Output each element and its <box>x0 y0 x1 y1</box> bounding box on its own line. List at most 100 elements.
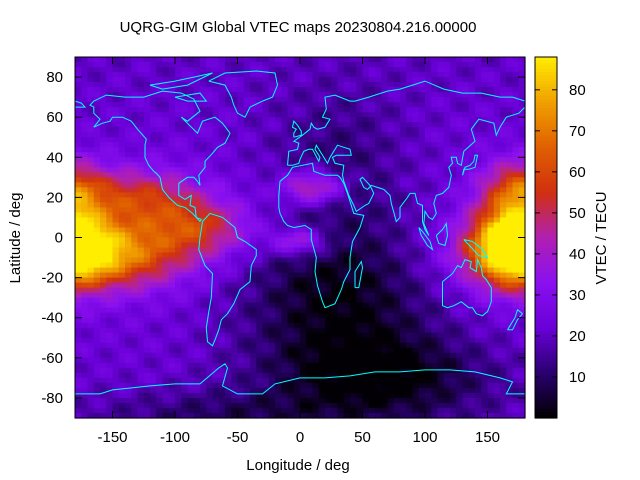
heatmap-cell <box>287 117 295 123</box>
heatmap-cell <box>187 132 195 138</box>
heatmap-cell <box>443 202 451 209</box>
heatmap-cell <box>225 237 232 244</box>
heatmap-cell <box>481 297 489 304</box>
heatmap-cell <box>175 287 182 294</box>
heatmap-cell <box>418 177 426 183</box>
heatmap-cell <box>362 157 370 163</box>
heatmap-cell <box>462 277 470 284</box>
heatmap-cell <box>312 77 320 83</box>
heatmap-cell <box>368 102 376 108</box>
heatmap-cell <box>518 347 526 354</box>
heatmap-cell <box>337 117 345 123</box>
heatmap-cell <box>193 227 201 234</box>
heatmap-cell <box>387 352 395 359</box>
heatmap-cell <box>118 157 126 163</box>
heatmap-cell <box>112 197 120 203</box>
heatmap-cell <box>443 387 451 394</box>
heatmap-cell <box>331 382 339 389</box>
heatmap-cell <box>137 177 145 183</box>
heatmap-cell <box>312 377 320 384</box>
heatmap-cell <box>468 67 476 73</box>
heatmap-cell <box>468 187 476 193</box>
heatmap-cell <box>200 287 207 294</box>
heatmap-cell <box>156 87 164 93</box>
heatmap-cell <box>500 307 507 314</box>
heatmap-cell <box>481 157 489 163</box>
heatmap-cell <box>518 157 526 163</box>
heatmap-cell <box>162 262 170 269</box>
heatmap-cell <box>237 147 245 153</box>
heatmap-cell <box>212 302 220 309</box>
heatmap-cell <box>350 57 357 63</box>
heatmap-cell <box>306 232 314 239</box>
heatmap-cell <box>106 397 114 404</box>
heatmap-cell <box>362 352 370 359</box>
heatmap-cell <box>331 247 339 254</box>
heatmap-cell <box>87 397 95 404</box>
heatmap-cell <box>181 237 189 244</box>
heatmap-cell <box>456 307 464 314</box>
heatmap-cell <box>518 272 526 279</box>
heatmap-cell <box>337 242 345 249</box>
heatmap-cell <box>87 162 95 168</box>
heatmap-cell <box>250 182 257 188</box>
heatmap-cell <box>418 172 426 178</box>
heatmap-cell <box>418 92 426 98</box>
heatmap-cell <box>431 367 439 374</box>
heatmap-cell <box>162 272 170 279</box>
heatmap-cell <box>100 337 107 344</box>
heatmap-cell <box>493 77 501 83</box>
heatmap-cell <box>187 212 195 219</box>
heatmap-cell <box>181 147 189 153</box>
heatmap-cell <box>493 252 501 259</box>
heatmap-cell <box>487 187 495 193</box>
heatmap-cell <box>231 162 239 168</box>
heatmap-cell <box>287 202 295 209</box>
heatmap-cell <box>112 207 120 214</box>
heatmap-cell <box>137 67 145 73</box>
heatmap-cell <box>181 247 189 254</box>
heatmap-cell <box>106 292 114 299</box>
heatmap-cell <box>406 192 414 198</box>
heatmap-cell <box>100 382 107 389</box>
heatmap-cell <box>181 82 189 88</box>
heatmap-cell <box>475 272 482 279</box>
heatmap-cell <box>493 292 501 299</box>
heatmap-cell <box>125 372 132 379</box>
heatmap-cell <box>512 207 520 214</box>
heatmap-cell <box>243 127 251 133</box>
heatmap-cell <box>181 152 189 158</box>
heatmap-cell <box>268 102 276 108</box>
heatmap-cell <box>112 97 120 103</box>
heatmap-cell <box>343 102 351 108</box>
heatmap-cell <box>225 167 232 173</box>
heatmap-cell <box>368 157 376 163</box>
heatmap-cell <box>443 177 451 183</box>
heatmap-cell <box>187 72 195 78</box>
heatmap-cell <box>200 262 207 269</box>
heatmap-cell <box>362 387 370 394</box>
heatmap-cell <box>125 147 132 153</box>
heatmap-cell <box>193 327 201 334</box>
heatmap-cell <box>362 277 370 284</box>
heatmap-cell <box>406 347 414 354</box>
heatmap-cell <box>387 157 395 163</box>
heatmap-cell <box>100 87 107 93</box>
heatmap-cell <box>512 342 520 349</box>
heatmap-cell <box>193 322 201 329</box>
heatmap-cell <box>481 262 489 269</box>
heatmap-cell <box>468 312 476 319</box>
heatmap-cell <box>456 57 464 63</box>
heatmap-cell <box>312 237 320 244</box>
heatmap-cell <box>131 332 139 339</box>
heatmap-cell <box>87 82 95 88</box>
heatmap-cell <box>268 237 276 244</box>
heatmap-cell <box>218 92 226 98</box>
heatmap-cell <box>87 192 95 198</box>
heatmap-cell <box>437 232 445 239</box>
heatmap-cell <box>300 112 307 118</box>
heatmap-cell <box>406 82 414 88</box>
heatmap-cell <box>412 352 420 359</box>
heatmap-cell <box>175 137 182 143</box>
heatmap-cell <box>481 147 489 153</box>
